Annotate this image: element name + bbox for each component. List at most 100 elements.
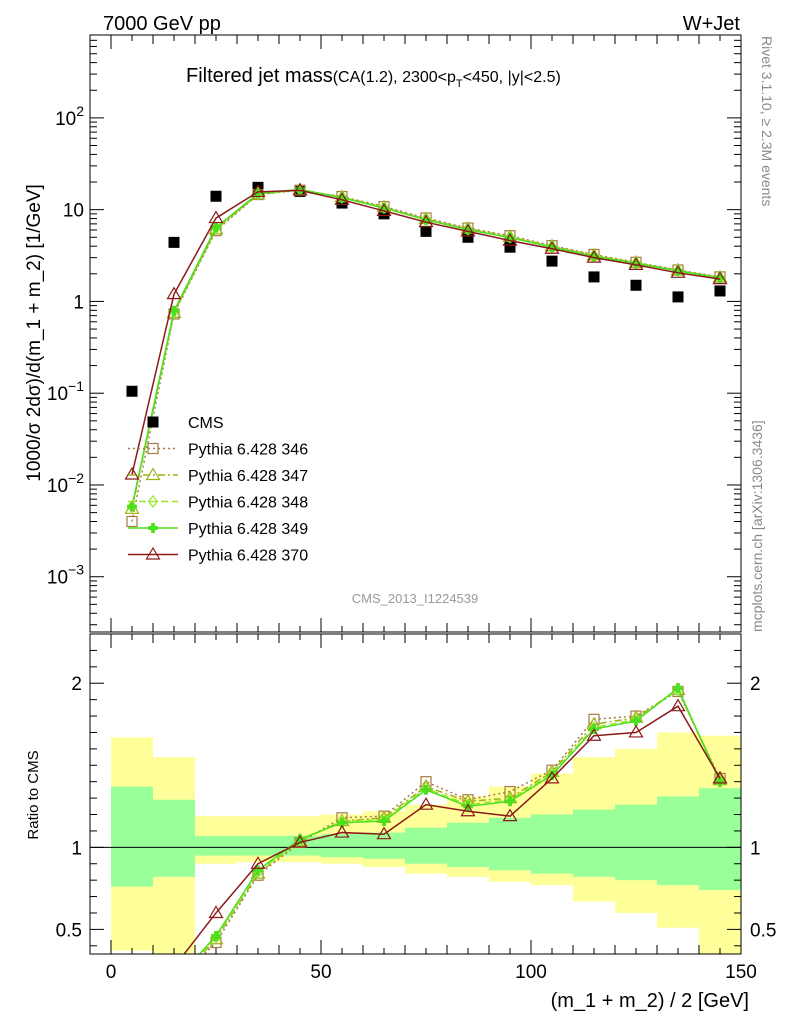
upper-series-line bbox=[131, 188, 721, 507]
legend-entry-1: Pythia 6.428 346 bbox=[128, 442, 308, 459]
watermark: CMS_2013_I1224539 bbox=[352, 591, 479, 606]
chart-title-sub-T: T bbox=[456, 78, 463, 90]
lower-panel: 0.5 0.5 1 1 2 2 0 50 100 150 Ratio to CMS (m_1 + … bbox=[25, 633, 776, 1012]
ratio-data-point bbox=[376, 826, 392, 840]
ratio-data-point bbox=[460, 803, 476, 817]
ratio-series-line bbox=[183, 705, 721, 954]
x-axis-label: (m_1 + m_2) / 2 [GeV] bbox=[551, 990, 749, 1012]
legend-label: Pythia 6.428 347 bbox=[188, 468, 308, 485]
upper-data-point bbox=[420, 225, 432, 237]
legend-label: Pythia 6.428 346 bbox=[188, 442, 308, 459]
lower-y-tick-label-left: 0.5 bbox=[56, 920, 82, 941]
legend-entry-4: Pythia 6.428 349 bbox=[128, 521, 308, 538]
ratio-data-point bbox=[211, 931, 221, 941]
ratio-data-point bbox=[418, 796, 434, 810]
ratio-data-point bbox=[208, 905, 224, 919]
ratio-data-point bbox=[631, 716, 641, 726]
upper-data-point bbox=[672, 291, 684, 303]
upper-data-point bbox=[588, 271, 600, 283]
uncertainty-band-stat bbox=[195, 835, 237, 856]
upper-data-point bbox=[462, 222, 474, 236]
uncertainty-band-stat bbox=[573, 809, 615, 877]
mcplots-label: mcplots.cern.ch [arXiv:1306.3436] bbox=[749, 420, 765, 632]
upper-series-line bbox=[131, 189, 721, 475]
legend: CMS Pythia 6.428 346 Pythia 6.428 347 Pythi… bbox=[128, 415, 308, 565]
uncertainty-band-stat bbox=[363, 832, 405, 859]
ratio-data-point bbox=[670, 698, 686, 712]
uncertainty-band-stat bbox=[153, 799, 195, 877]
upper-data-point bbox=[124, 466, 140, 480]
lower-y-tick-label-right: 0.5 bbox=[750, 920, 776, 941]
legend-marker bbox=[147, 416, 159, 428]
upper-y-tick-label: 10 bbox=[63, 201, 84, 222]
upper-data-point bbox=[504, 241, 516, 253]
legend-marker bbox=[147, 495, 159, 508]
chart-title-main: Filtered jet mass bbox=[186, 65, 333, 87]
chart-title: Filtered jet mass(CA(1.2), 2300<pT<450, … bbox=[186, 65, 561, 90]
upper-data-point bbox=[546, 255, 558, 267]
chart-title-sub-tail: <450, |y|<2.5) bbox=[463, 69, 561, 86]
upper-series-group bbox=[124, 181, 728, 528]
uncertainty-band-stat bbox=[405, 827, 447, 864]
upper-data-point bbox=[630, 256, 642, 270]
upper-data-point bbox=[250, 184, 266, 198]
header-right: W+Jet bbox=[683, 13, 741, 35]
upper-data-point bbox=[714, 285, 726, 297]
upper-data-point bbox=[544, 241, 560, 254]
upper-y-tick-label: 10−1 bbox=[47, 378, 84, 405]
upper-data-point bbox=[460, 223, 476, 237]
uncertainty-band-stat bbox=[615, 804, 657, 881]
upper-data-point bbox=[168, 236, 180, 248]
legend-marker bbox=[148, 523, 158, 533]
upper-y-tick-label: 10−2 bbox=[47, 470, 84, 497]
legend-entry-2: Pythia 6.428 347 bbox=[128, 467, 308, 485]
ratio-data-point bbox=[586, 728, 602, 741]
upper-data-point bbox=[166, 286, 182, 300]
ratio-series-4 bbox=[183, 698, 728, 954]
upper-data-point bbox=[208, 210, 224, 224]
upper-data-point bbox=[292, 182, 308, 196]
upper-data-point bbox=[420, 213, 432, 227]
ratio-data-point bbox=[712, 770, 728, 784]
lower-y-tick-label-left: 2 bbox=[71, 674, 82, 695]
lower-y-tick-label-left: 1 bbox=[71, 838, 82, 859]
upper-data-point bbox=[169, 305, 179, 316]
uncertainty-band-stat bbox=[321, 834, 363, 858]
uncertainty-band-stat bbox=[111, 786, 153, 887]
legend-label: Pythia 6.428 348 bbox=[188, 495, 308, 512]
upper-data-point bbox=[126, 515, 138, 528]
upper-data-point bbox=[670, 265, 686, 278]
upper-data-point bbox=[378, 201, 390, 215]
upper-data-point bbox=[504, 230, 516, 244]
legend-marker bbox=[145, 546, 161, 560]
ratio-data-point bbox=[544, 770, 560, 784]
lower-tick-group: 0.5 0.5 1 1 2 2 0 50 100 150 bbox=[56, 634, 776, 983]
upper-data-point bbox=[336, 190, 348, 204]
upper-data-point bbox=[586, 249, 602, 263]
legend-label: Pythia 6.428 370 bbox=[188, 548, 308, 565]
legend-entry-5: Pythia 6.428 370 bbox=[128, 546, 308, 565]
upper-data-point bbox=[126, 385, 138, 397]
upper-y-tick-label: 102 bbox=[55, 103, 84, 130]
ratio-data-point bbox=[337, 817, 347, 828]
upper-y-tick-label: 10−3 bbox=[47, 562, 84, 589]
upper-series-4 bbox=[127, 184, 725, 512]
legend-entry-0: CMS bbox=[147, 415, 224, 432]
legend-label: CMS bbox=[188, 415, 224, 432]
lower-series-group bbox=[183, 682, 728, 954]
ratio-bands bbox=[111, 732, 741, 954]
upper-data-point bbox=[546, 240, 558, 254]
upper-data-point bbox=[210, 190, 222, 202]
lower-y-axis-label: Ratio to CMS bbox=[25, 750, 42, 839]
uncertainty-band-stat bbox=[489, 817, 531, 871]
upper-series-line bbox=[131, 188, 721, 507]
upper-data-point bbox=[502, 232, 518, 246]
upper-data-point bbox=[127, 501, 137, 512]
chart-title-sub: (CA(1.2), 2300<p bbox=[333, 69, 456, 86]
upper-data-point bbox=[672, 264, 684, 278]
uncertainty-band-stat bbox=[237, 835, 279, 856]
ratio-series-3 bbox=[198, 683, 725, 954]
ratio-data-point bbox=[292, 834, 308, 848]
upper-data-point bbox=[715, 273, 725, 283]
